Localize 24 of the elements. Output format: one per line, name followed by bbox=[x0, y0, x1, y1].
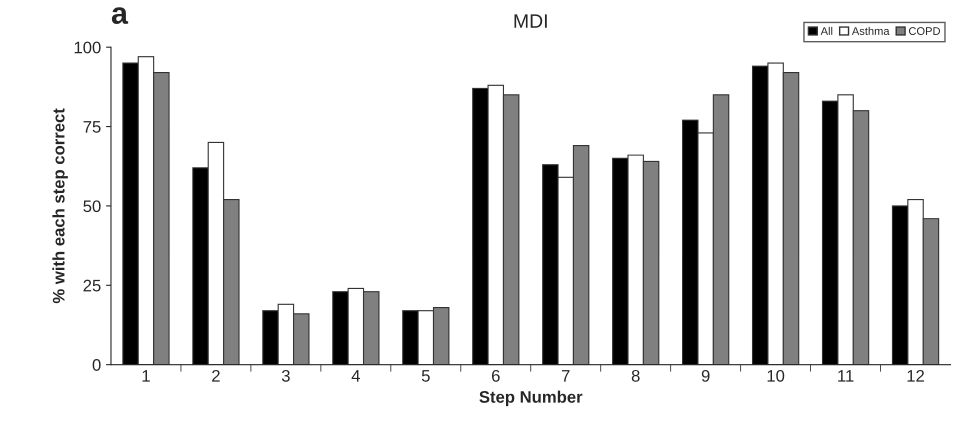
y-tick-label: 0 bbox=[92, 359, 101, 371]
x-axis-title: Step Number bbox=[479, 390, 582, 406]
legend-label: All bbox=[820, 26, 832, 35]
text: a bbox=[112, 7, 128, 24]
legend-label: Asthma bbox=[852, 26, 890, 35]
x-tick-label: 8 bbox=[632, 370, 640, 382]
y-axis-title: % with each step correct bbox=[52, 108, 68, 304]
x-tick-label: 7 bbox=[562, 370, 570, 382]
y-tick-label: 25 bbox=[84, 280, 101, 292]
x-tick-label: 3 bbox=[282, 370, 290, 382]
x-tick-label: 2 bbox=[212, 370, 220, 382]
x-tick-label: 9 bbox=[702, 370, 710, 382]
x-tick-label: 1 bbox=[142, 370, 150, 382]
x-tick-label: 4 bbox=[352, 370, 360, 382]
x-tick-label: 5 bbox=[422, 370, 430, 382]
y-tick-label: 100 bbox=[74, 42, 101, 54]
x-tick-label: 11 bbox=[838, 370, 854, 382]
chart-title: MDI bbox=[514, 14, 547, 28]
x-tick-label: 6 bbox=[492, 370, 500, 382]
x-tick-label: 10 bbox=[768, 370, 784, 382]
x-tick-label: 12 bbox=[908, 370, 924, 382]
legend-label: COPD bbox=[908, 27, 940, 35]
y-tick-label: 50 bbox=[83, 200, 101, 212]
y-tick-label: 75 bbox=[84, 121, 101, 133]
